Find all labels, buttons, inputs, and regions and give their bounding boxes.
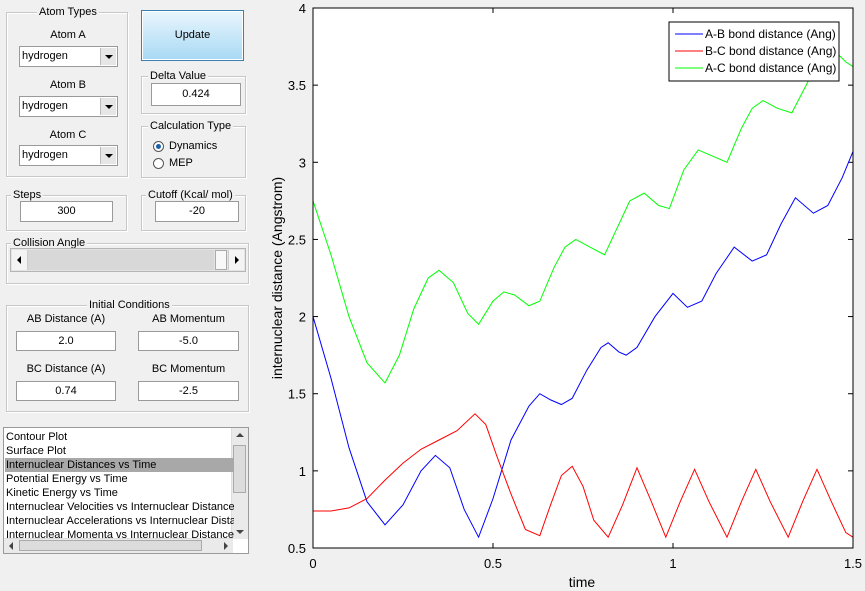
legend-label: A-C bond distance (Ang) xyxy=(705,61,836,75)
plot-listbox[interactable]: Contour Plot Surface Plot Internuclear Dis… xyxy=(3,427,249,554)
radio-button[interactable] xyxy=(153,141,164,152)
cutoff-input[interactable]: -20 xyxy=(155,201,239,222)
list-item[interactable]: Kinetic Energy vs Time xyxy=(6,487,118,499)
dropdown-arrow[interactable] xyxy=(100,48,116,65)
scroll-thumb[interactable] xyxy=(19,540,202,551)
list-item[interactable]: Surface Plot xyxy=(6,445,66,457)
list-item[interactable]: Internuclear Velocities vs Internuclear … xyxy=(6,501,234,513)
series-line xyxy=(313,413,853,539)
atom-c-label: Atom C xyxy=(49,129,87,141)
y-tick-label: 3.5 xyxy=(288,78,306,93)
x-axis-label: time xyxy=(569,574,596,590)
field-label: BC Momentum xyxy=(151,363,226,375)
list-item[interactable]: Internuclear Distances vs Time xyxy=(5,458,234,472)
field-label: AB Distance (A) xyxy=(26,313,106,325)
x-tick-label: 1.5 xyxy=(844,556,862,571)
x-tick-label: 0 xyxy=(309,556,316,571)
dropdown-arrow[interactable] xyxy=(100,98,116,115)
horizontal-scrollbar[interactable] xyxy=(4,538,233,553)
dropdown-arrow[interactable] xyxy=(100,147,116,164)
atom-b-label: Atom B xyxy=(49,79,87,91)
atom-a-label: Atom A xyxy=(50,29,86,41)
legend-label: A-B bond distance (Ang) xyxy=(705,27,836,41)
x-tick-label: 1 xyxy=(669,556,676,571)
panel-title: Initial Conditions xyxy=(87,299,172,311)
legend-label: B-C bond distance (Ang) xyxy=(705,44,836,58)
series-line xyxy=(313,151,853,539)
field-label: AB Momentum xyxy=(152,313,225,325)
steps-input[interactable]: 300 xyxy=(20,201,113,222)
initial-conditions-panel: Initial Conditions xyxy=(6,299,249,412)
slider-thumb[interactable] xyxy=(215,250,227,270)
radio-label: Dynamics xyxy=(169,140,218,152)
field-label: BC Distance (A) xyxy=(26,363,106,375)
series-line xyxy=(313,50,853,384)
calculation-type-panel: Calculation Type xyxy=(141,120,246,178)
plot-frame xyxy=(312,7,854,549)
y-tick-label: 2.5 xyxy=(288,232,306,247)
plot-area xyxy=(313,8,853,548)
steps-panel: Steps xyxy=(6,189,127,231)
panel-title: Cutoff (Kcal/ mol) xyxy=(146,189,235,201)
list-item[interactable]: Internuclear Accelerations vs Internucle… xyxy=(6,515,234,527)
select-value: hydrogen xyxy=(22,50,68,62)
radio-label: MEP xyxy=(169,157,193,169)
list-item[interactable]: Contour Plot xyxy=(6,431,68,443)
panel-title: Atom Types xyxy=(37,6,99,18)
y-tick-label: 2 xyxy=(299,310,306,325)
slider-right-arrow[interactable] xyxy=(228,250,244,270)
select-value: hydrogen xyxy=(22,100,68,112)
angle-slider[interactable] xyxy=(10,248,246,272)
cutoff-panel: Cutoff (Kcal/ mol) xyxy=(141,189,246,231)
panel-title: Calculation Type xyxy=(148,120,234,132)
list-item[interactable]: Potential Energy vs Time xyxy=(6,473,128,485)
delta-value-input[interactable]: 0.424 xyxy=(151,83,241,106)
x-tick-label: 0.5 xyxy=(484,556,502,571)
atom-a-select[interactable]: hydrogen xyxy=(19,46,118,67)
radio-button[interactable] xyxy=(153,158,164,169)
select-value: hydrogen xyxy=(22,149,68,161)
panel-title: Steps xyxy=(11,189,44,201)
y-tick-label: 4 xyxy=(299,1,306,16)
field-input[interactable]: -2.5 xyxy=(138,381,239,401)
panel-title: Collision Angle xyxy=(11,237,88,249)
collision-angle-panel: Collision Angle xyxy=(6,237,249,284)
atom-types-panel: Atom Types xyxy=(6,6,128,177)
field-input[interactable]: -5.0 xyxy=(138,331,239,351)
y-tick-label: 3 xyxy=(299,155,306,170)
legend-box xyxy=(668,21,840,82)
y-tick-label: 1.5 xyxy=(288,387,306,402)
list-item[interactable]: Internuclear Momenta vs Internuclear Dis… xyxy=(6,529,234,541)
update-button[interactable]: Update xyxy=(141,10,244,61)
vertical-scrollbar[interactable] xyxy=(231,428,248,539)
field-input[interactable]: 2.0 xyxy=(16,331,116,351)
atom-b-select[interactable]: hydrogen xyxy=(19,96,118,117)
field-input[interactable]: 0.74 xyxy=(16,381,116,401)
y-tick-label: 0.5 xyxy=(288,541,306,556)
slider-left-arrow[interactable] xyxy=(12,250,28,270)
delta-value-panel: Delta Value xyxy=(141,70,246,114)
slider-track xyxy=(28,250,214,270)
panel-title: Delta Value xyxy=(148,70,209,82)
y-tick-label: 1 xyxy=(299,464,306,479)
y-axis-label: internuclear distance (Angstrom) xyxy=(269,177,285,379)
atom-c-select[interactable]: hydrogen xyxy=(19,145,118,166)
